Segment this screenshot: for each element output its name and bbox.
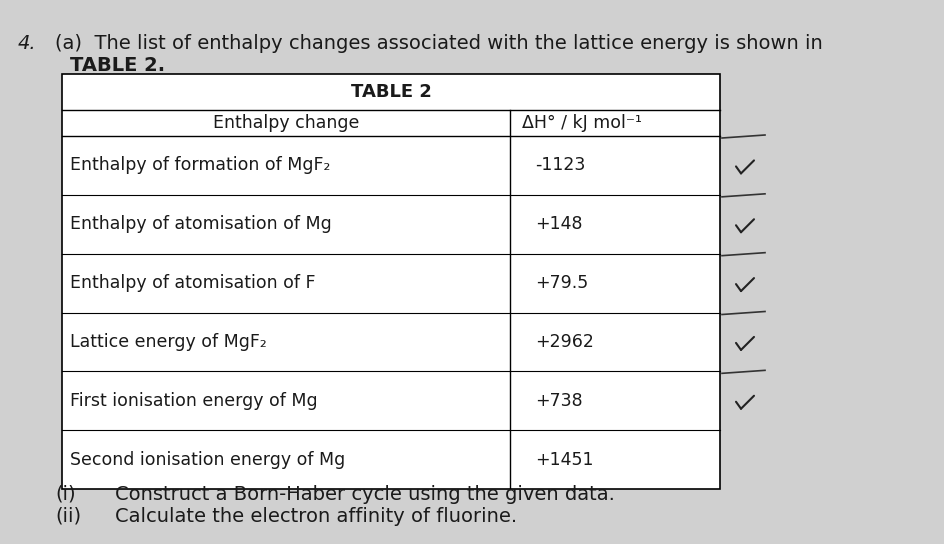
Text: Enthalpy change: Enthalpy change: [212, 114, 359, 132]
Text: Enthalpy of atomisation of Mg: Enthalpy of atomisation of Mg: [70, 215, 331, 233]
Text: Construct a Born-Haber cycle using the given data.: Construct a Born-Haber cycle using the g…: [115, 485, 615, 504]
Text: (ii): (ii): [55, 507, 81, 526]
Text: Calculate the electron affinity of fluorine.: Calculate the electron affinity of fluor…: [115, 507, 517, 526]
Text: Enthalpy of formation of MgF₂: Enthalpy of formation of MgF₂: [70, 157, 330, 175]
Text: 4.: 4.: [18, 34, 37, 53]
Text: +79.5: +79.5: [535, 274, 588, 292]
Text: -1123: -1123: [535, 157, 585, 175]
Bar: [62, 74, 720, 489]
Text: TABLE 2: TABLE 2: [350, 83, 431, 101]
Text: +2962: +2962: [535, 333, 594, 351]
Text: ΔH° / kJ mol⁻¹: ΔH° / kJ mol⁻¹: [522, 114, 642, 132]
Text: Second ionisation energy of Mg: Second ionisation energy of Mg: [70, 450, 346, 468]
Text: First ionisation energy of Mg: First ionisation energy of Mg: [70, 392, 317, 410]
Text: Lattice energy of MgF₂: Lattice energy of MgF₂: [70, 333, 267, 351]
Text: (i): (i): [55, 485, 76, 504]
Text: Enthalpy of atomisation of F: Enthalpy of atomisation of F: [70, 274, 315, 292]
Text: (a)  The list of enthalpy changes associated with the lattice energy is shown in: (a) The list of enthalpy changes associa…: [55, 34, 823, 53]
Text: +738: +738: [535, 392, 582, 410]
Text: +1451: +1451: [535, 450, 594, 468]
Text: TABLE 2.: TABLE 2.: [70, 56, 165, 75]
Text: +148: +148: [535, 215, 582, 233]
